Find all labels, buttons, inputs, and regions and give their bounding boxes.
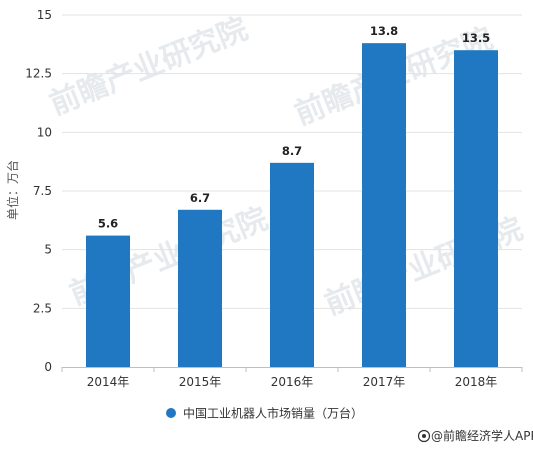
bar <box>454 50 498 367</box>
legend: 中国工业机器人市场销量（万台） <box>166 406 363 421</box>
x-tick-label: 2014年 <box>87 375 130 389</box>
x-tick-label: 2017年 <box>363 375 406 389</box>
y-axis-label: 单位：万台 <box>5 160 20 220</box>
x-tick-label: 2016年 <box>271 375 314 389</box>
y-tick-label: 10 <box>37 125 52 139</box>
y-tick-label: 7.5 <box>33 184 52 198</box>
legend-swatch <box>166 408 176 418</box>
data-label: 13.5 <box>462 31 490 45</box>
y-tick-label: 2.5 <box>33 301 52 315</box>
bar <box>362 43 406 367</box>
data-label: 8.7 <box>282 144 302 158</box>
y-tick-label: 12.5 <box>25 67 52 81</box>
legend-label: 中国工业机器人市场销量（万台） <box>183 406 363 421</box>
source-label: @前瞻经济学人APP <box>431 428 533 443</box>
copyright-icon <box>419 431 430 442</box>
bar <box>86 236 130 367</box>
y-axis: 0 2.5 5 7.5 10 12.5 15 <box>25 8 52 374</box>
x-tick-label: 2015年 <box>179 375 222 389</box>
bar <box>178 210 222 367</box>
data-label: 5.6 <box>98 217 118 231</box>
x-tick-label: 2018年 <box>455 375 498 389</box>
x-axis: 2014年 2015年 2016年 2017年 2018年 <box>62 367 522 389</box>
y-tick-label: 5 <box>44 243 52 257</box>
data-label: 6.7 <box>190 191 210 205</box>
y-tick-label: 0 <box>44 360 52 374</box>
data-label: 13.8 <box>370 24 398 38</box>
watermark-text: 前瞻产业研究院 <box>45 11 253 122</box>
bar <box>270 163 314 367</box>
y-tick-label: 15 <box>37 8 52 22</box>
source-credit: @前瞻经济学人APP <box>419 428 533 443</box>
